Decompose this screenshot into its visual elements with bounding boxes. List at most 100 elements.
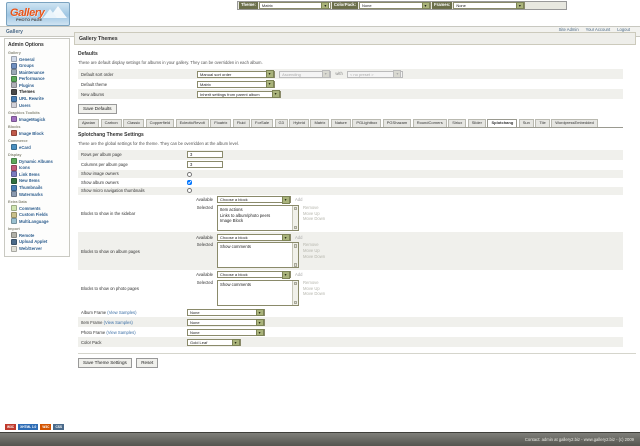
save-defaults-button[interactable]: Save Defaults — [78, 104, 117, 114]
tab-classic[interactable]: Classic — [123, 118, 145, 127]
move-down-button[interactable]: Move Down — [303, 253, 326, 259]
sidebar-item-performance[interactable]: Performance — [11, 75, 66, 82]
selected-blocks-listbox[interactable]: Show comments — [217, 242, 299, 269]
view-samples-link[interactable]: (View Samples) — [106, 329, 136, 335]
sidebar-item-custom-fields[interactable]: Custom Fields — [11, 211, 66, 218]
sidebar-item-icons[interactable]: Icons — [11, 164, 66, 171]
selected-blocks-listbox[interactable]: Item actions Links to album/photo peers Im… — [217, 204, 299, 231]
gallery-logo[interactable]: Gallery PHOTO PAGE — [6, 2, 70, 26]
color-pack-select[interactable]: Gold Leaf ▼ — [187, 338, 241, 347]
move-down-button[interactable]: Move Down — [303, 291, 326, 297]
cols-per-page-input[interactable] — [187, 161, 223, 169]
sidebar-item-imagemagick[interactable]: ImageMagick — [11, 116, 66, 123]
remove-block-button[interactable]: Remove — [303, 242, 319, 248]
move-up-button[interactable]: Move Up — [303, 210, 320, 216]
move-down-button[interactable]: Move Down — [303, 216, 326, 222]
listbox-scrollbar[interactable] — [292, 280, 298, 305]
save-theme-settings-button[interactable]: Save Theme Settings — [78, 358, 132, 369]
scroll-up-icon[interactable] — [293, 281, 298, 286]
selected-block-item[interactable]: Item actions — [220, 206, 243, 212]
frame-select[interactable]: None ▼ — [187, 308, 265, 317]
css-badge[interactable]: CSS — [53, 424, 64, 430]
available-block-select[interactable]: Choose a block ▼ — [217, 233, 291, 242]
rows-per-page-input[interactable] — [187, 151, 223, 159]
tab-roundcorners[interactable]: RoundCorners — [412, 118, 447, 127]
w3c-css-badge-left[interactable]: W3C — [40, 424, 52, 430]
tab-slider[interactable]: Slider — [467, 118, 486, 127]
tab-copperfield[interactable]: Copperfield — [145, 118, 175, 127]
show-image-owners-checkbox[interactable] — [187, 171, 192, 177]
sidebar-item-remote[interactable]: Remote — [11, 232, 66, 239]
sidebar-item-thumbnails[interactable]: Thumbnails — [11, 184, 66, 191]
site-admin-link[interactable]: Site Admin — [558, 26, 579, 32]
tab-wordpressembedded[interactable]: WordpressEmbedded — [551, 118, 598, 127]
theme-toolbar-select[interactable]: Matrix ▼ — [258, 1, 331, 10]
view-samples-link[interactable]: (View Samples) — [103, 319, 133, 325]
scroll-down-icon[interactable] — [293, 263, 298, 267]
available-block-select[interactable]: Choose a block ▼ — [217, 271, 291, 279]
selected-block-item[interactable]: Links to album/photo peers — [220, 212, 271, 218]
remove-block-button[interactable]: Remove — [303, 204, 319, 210]
show-micro-nav-checkbox[interactable] — [187, 188, 192, 194]
sidebar-item-url-rewrite[interactable]: URL Rewrite — [11, 95, 66, 102]
colorpack-toolbar-select[interactable]: None ▼ — [359, 1, 432, 10]
tab-nature[interactable]: Nature — [330, 118, 351, 127]
tab-tile[interactable]: Tile — [535, 118, 550, 127]
available-block-select[interactable]: Choose a block ▼ — [217, 196, 291, 204]
sidebar-item-new-items[interactable]: New Items — [11, 177, 66, 184]
tab-hybrid[interactable]: Hybrid — [289, 118, 309, 127]
tab-pglightbox[interactable]: PGLightbox — [352, 118, 382, 127]
scroll-up-icon[interactable] — [293, 206, 298, 211]
selected-block-item[interactable]: Show comments — [220, 244, 251, 250]
selected-block-item[interactable]: Image Block — [220, 218, 244, 224]
xhtml-badge[interactable]: XHTML 1.0 — [18, 424, 39, 430]
sidebar-item-dynamic-albums[interactable]: Dynamic Albums — [11, 158, 66, 165]
show-album-owners-checkbox[interactable] — [187, 180, 192, 186]
tab-sun[interactable]: Sun — [518, 118, 534, 127]
move-up-button[interactable]: Move Up — [303, 248, 320, 254]
tab-pgshazam[interactable]: PGShazam — [382, 118, 412, 127]
scroll-down-icon[interactable] — [293, 300, 298, 305]
add-block-button[interactable]: Add — [295, 197, 303, 203]
sidebar-item-users[interactable]: Users — [11, 102, 66, 109]
sidebar-item-image-block[interactable]: Image Block — [11, 130, 66, 137]
selected-block-item[interactable]: Show comments — [220, 281, 251, 287]
tab-g3[interactable]: G3 — [274, 118, 288, 127]
w3c-xhtml-badge-left[interactable]: W3C — [5, 424, 17, 430]
selected-blocks-listbox[interactable]: Show comments — [217, 279, 299, 306]
tab-eclecticrevolt[interactable]: EclecticRevolt — [175, 118, 209, 127]
listbox-scrollbar[interactable] — [292, 243, 298, 268]
sidebar-item-link-items[interactable]: Link Items — [11, 171, 66, 178]
scroll-up-icon[interactable] — [293, 244, 298, 248]
listbox-scrollbar[interactable] — [292, 205, 298, 230]
move-up-button[interactable]: Move Up — [303, 285, 320, 291]
your-account-link[interactable]: Your Account — [585, 26, 611, 32]
reset-button[interactable]: Reset — [136, 358, 159, 369]
tab-carbon[interactable]: Carbon — [100, 118, 122, 127]
new-albums-select[interactable]: Inherit settings from parent album ▼ — [197, 90, 281, 98]
sidebar-item-ecard[interactable]: eCard — [11, 144, 66, 151]
sidebar-item-upload-applet[interactable]: Upload Applet — [11, 238, 66, 245]
remove-block-button[interactable]: Remove — [303, 279, 319, 285]
view-samples-link[interactable]: (View Samples) — [107, 309, 137, 315]
tab-splotchang[interactable]: Splotchang — [487, 118, 518, 127]
sidebar-item-maintenance[interactable]: Maintenance — [11, 69, 66, 76]
breadcrumb-item-gallery[interactable]: Gallery — [6, 28, 23, 35]
sidebar-item-watermarks[interactable]: Watermarks — [11, 191, 66, 198]
add-block-button[interactable]: Add — [295, 234, 303, 240]
sidebar-item-groups[interactable]: Groups — [11, 62, 66, 69]
tab-floatrix[interactable]: Floatrix — [210, 118, 232, 127]
tab-matrix[interactable]: Matrix — [310, 118, 330, 127]
default-sort-order-select[interactable]: Manual sort order ▼ — [197, 70, 275, 78]
logout-link[interactable]: Logout — [617, 26, 630, 32]
sidebar-item-plugins[interactable]: Plugins — [11, 82, 66, 89]
default-theme-select[interactable]: Matrix ▼ — [197, 80, 275, 88]
frame-select[interactable]: None ▼ — [187, 328, 265, 337]
sidebar-item-web-server[interactable]: Web/Server — [11, 245, 66, 252]
sidebar-item-themes[interactable]: Themes — [11, 88, 66, 95]
tab-forsale[interactable]: ForSale — [251, 118, 274, 127]
tab-siriux[interactable]: Siriux — [448, 118, 467, 127]
frames-toolbar-select[interactable]: None ▼ — [453, 1, 526, 10]
add-block-button[interactable]: Add — [295, 272, 303, 278]
sidebar-item-comments[interactable]: Comments — [11, 205, 66, 212]
